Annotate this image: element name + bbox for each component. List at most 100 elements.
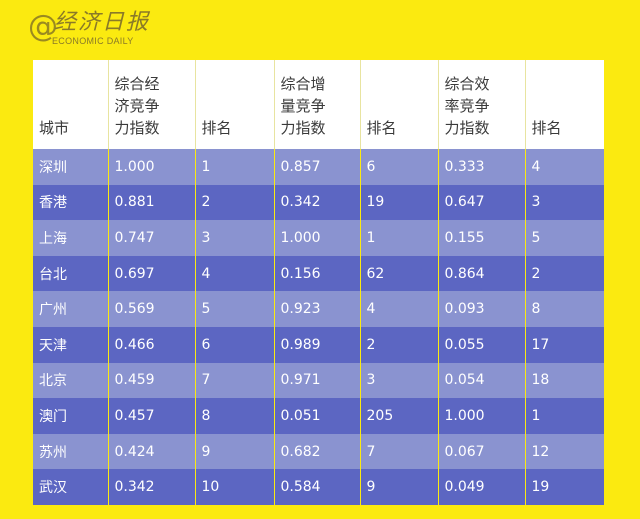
- efficiency-rank-cell: 17: [524, 326, 604, 363]
- increment-index-cell: 0.682: [273, 433, 360, 470]
- logo-chinese-name: 经济日报: [54, 10, 151, 35]
- table-row: 台北 0.697 4 0.156 62 0.864 2: [33, 255, 604, 292]
- logo-at-symbol: @: [28, 9, 58, 44]
- efficiency-rank-cell: 12: [524, 433, 604, 470]
- header-line: 力指数: [280, 119, 326, 137]
- efficiency-rank-cell: 4: [524, 149, 604, 185]
- table-row: 香港 0.881 2 0.342 19 0.647 3: [33, 184, 604, 221]
- header-line: 综合增: [280, 75, 326, 93]
- efficiency-index-cell: 0.864: [437, 255, 525, 292]
- header-line: 力指数: [114, 119, 160, 137]
- increment-rank-cell: 2: [359, 326, 438, 363]
- header-increment-rank: 排名: [359, 60, 438, 149]
- table-row: 苏州 0.424 9 0.682 7 0.067 12: [33, 433, 604, 470]
- overall-index-cell: 0.747: [107, 220, 195, 256]
- city-cell: 香港: [33, 184, 108, 221]
- overall-rank-cell: 5: [194, 291, 274, 327]
- logo-english-name: ECONOMIC DAILY: [52, 36, 134, 46]
- overall-rank-cell: 3: [194, 220, 274, 256]
- efficiency-index-cell: 0.093: [437, 291, 525, 327]
- table-row: 广州 0.569 5 0.923 4 0.093 8: [33, 291, 604, 327]
- city-cell: 苏州: [33, 433, 108, 470]
- increment-index-cell: 0.923: [273, 291, 360, 327]
- increment-index-cell: 0.971: [273, 362, 360, 399]
- efficiency-index-cell: 0.049: [437, 469, 525, 505]
- overall-rank-cell: 6: [194, 326, 274, 363]
- overall-rank-cell: 2: [194, 184, 274, 221]
- table-row: 澳门 0.457 8 0.051 205 1.000 1: [33, 398, 604, 434]
- efficiency-index-cell: 0.155: [437, 220, 525, 256]
- table-row: 武汉 0.342 10 0.584 9 0.049 19: [33, 469, 604, 505]
- overall-rank-cell: 9: [194, 433, 274, 470]
- overall-index-cell: 0.881: [107, 184, 195, 221]
- table-row: 深圳 1.000 1 0.857 6 0.333 4: [33, 149, 604, 185]
- economic-daily-logo: @ 经济日报 ECONOMIC DAILY: [28, 9, 228, 47]
- increment-rank-cell: 6: [359, 149, 438, 185]
- city-cell: 澳门: [33, 398, 108, 434]
- efficiency-rank-cell: 18: [524, 362, 604, 399]
- city-cell: 北京: [33, 362, 108, 399]
- increment-rank-cell: 19: [359, 184, 438, 221]
- efficiency-rank-cell: 3: [524, 184, 604, 221]
- header-line: 率竞争: [444, 97, 490, 115]
- city-cell: 上海: [33, 220, 108, 256]
- increment-index-cell: 0.342: [273, 184, 360, 221]
- header-line: 济竞争: [114, 97, 160, 115]
- increment-index-cell: 0.584: [273, 469, 360, 505]
- header-line: 城市: [39, 119, 70, 137]
- overall-index-cell: 0.569: [107, 291, 195, 327]
- efficiency-rank-cell: 1: [524, 398, 604, 434]
- efficiency-index-cell: 0.647: [437, 184, 525, 221]
- increment-index-cell: 1.000: [273, 220, 360, 256]
- efficiency-rank-cell: 19: [524, 469, 604, 505]
- efficiency-rank-cell: 2: [524, 255, 604, 292]
- increment-rank-cell: 3: [359, 362, 438, 399]
- efficiency-index-cell: 0.054: [437, 362, 525, 399]
- efficiency-index-cell: 1.000: [437, 398, 525, 434]
- header-line: 力指数: [444, 119, 490, 137]
- increment-index-cell: 0.156: [273, 255, 360, 292]
- overall-rank-cell: 1: [194, 149, 274, 185]
- efficiency-rank-cell: 8: [524, 291, 604, 327]
- increment-rank-cell: 205: [359, 398, 438, 434]
- efficiency-index-cell: 0.067: [437, 433, 525, 470]
- header-efficiency-index: 综合效 率竞争 力指数: [437, 60, 525, 149]
- header-line: 综合效: [444, 75, 490, 93]
- increment-rank-cell: 4: [359, 291, 438, 327]
- increment-rank-cell: 9: [359, 469, 438, 505]
- overall-index-cell: 1.000: [107, 149, 195, 185]
- header-line: 排名: [531, 119, 562, 137]
- city-cell: 广州: [33, 291, 108, 327]
- overall-index-cell: 0.342: [107, 469, 195, 505]
- increment-rank-cell: 7: [359, 433, 438, 470]
- header-overall-index: 综合经 济竞争 力指数: [107, 60, 195, 149]
- table-header: 城市 综合经 济竞争 力指数 排名 综合增 量竞争 力指数 排名 综合效 率竞争 力指数 排名: [33, 60, 604, 149]
- efficiency-rank-cell: 5: [524, 220, 604, 256]
- efficiency-index-cell: 0.055: [437, 326, 525, 363]
- overall-index-cell: 0.466: [107, 326, 195, 363]
- header-increment-index: 综合增 量竞争 力指数: [273, 60, 360, 149]
- city-cell: 天津: [33, 326, 108, 363]
- header-line: 排名: [366, 119, 397, 137]
- city-cell: 武汉: [33, 469, 108, 505]
- overall-rank-cell: 4: [194, 255, 274, 292]
- increment-rank-cell: 1: [359, 220, 438, 256]
- header-line: 综合经: [114, 75, 160, 93]
- increment-index-cell: 0.857: [273, 149, 360, 185]
- table-body: 深圳 1.000 1 0.857 6 0.333 4 香港 0.881 2 0.342 19 0.647…: [33, 149, 604, 505]
- overall-rank-cell: 10: [194, 469, 274, 505]
- efficiency-index-cell: 0.333: [437, 149, 525, 185]
- table-row: 北京 0.459 7 0.971 3 0.054 18: [33, 362, 604, 399]
- header-overall-rank: 排名: [194, 60, 274, 149]
- overall-rank-cell: 7: [194, 362, 274, 399]
- increment-index-cell: 0.989: [273, 326, 360, 363]
- header-efficiency-rank: 排名: [524, 60, 604, 149]
- overall-rank-cell: 8: [194, 398, 274, 434]
- overall-index-cell: 0.457: [107, 398, 195, 434]
- table-row: 上海 0.747 3 1.000 1 0.155 5: [33, 220, 604, 256]
- table-row: 天津 0.466 6 0.989 2 0.055 17: [33, 326, 604, 363]
- city-cell: 深圳: [33, 149, 108, 185]
- city-cell: 台北: [33, 255, 108, 292]
- increment-rank-cell: 62: [359, 255, 438, 292]
- header-line: 排名: [201, 119, 232, 137]
